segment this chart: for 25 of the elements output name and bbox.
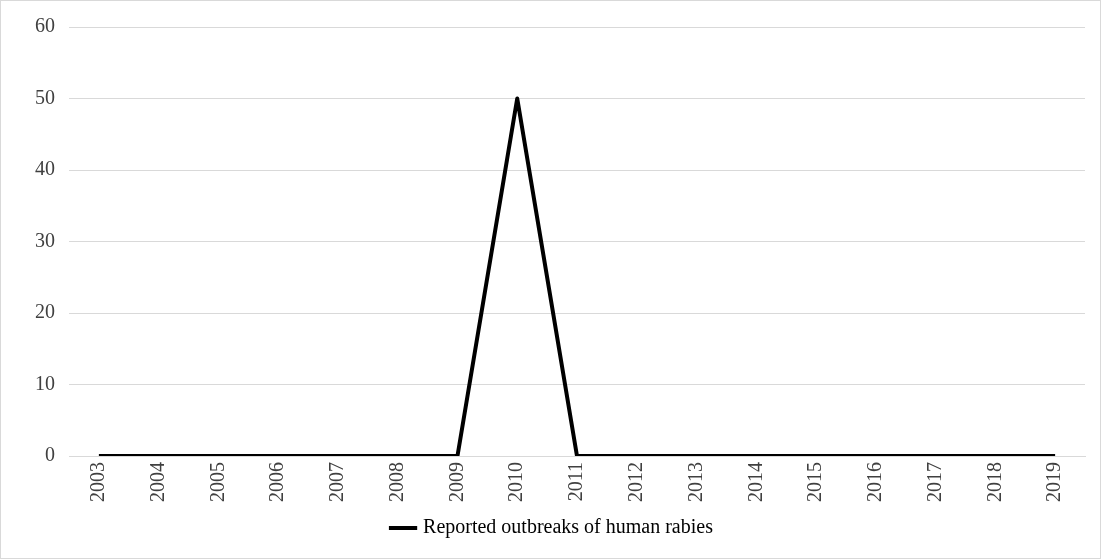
x-tick-label: 2017 (922, 462, 945, 502)
y-tick-label: 0 (45, 443, 55, 466)
x-tick-label: 2005 (205, 462, 228, 502)
x-tick-label: 2016 (863, 462, 886, 502)
x-tick-label: 2012 (624, 462, 647, 502)
x-tick-label: 2010 (504, 462, 527, 502)
x-tick-label: 2003 (86, 462, 109, 502)
x-tick-label: 2009 (444, 462, 467, 502)
legend-label: Reported outbreaks of human rabies (423, 515, 714, 539)
x-tick-label: 2006 (265, 462, 288, 502)
y-tick-label: 30 (35, 228, 55, 251)
y-tick-label: 10 (35, 371, 55, 394)
x-tick-label: 2014 (743, 462, 766, 502)
y-tick-label: 40 (35, 157, 55, 180)
x-tick-label: 2011 (564, 462, 587, 502)
x-tick-label: 2004 (145, 462, 168, 502)
x-tick-label: 2008 (384, 462, 407, 502)
x-tick-label: 2018 (982, 462, 1005, 502)
x-tick-label: 2013 (683, 462, 706, 502)
x-tick-label: 2019 (1042, 462, 1065, 502)
y-tick-label: 60 (35, 14, 55, 37)
y-tick-label: 20 (35, 300, 55, 323)
x-tick-label: 2015 (803, 462, 826, 502)
x-tick-label: 2007 (325, 462, 348, 502)
y-tick-label: 50 (35, 85, 55, 108)
